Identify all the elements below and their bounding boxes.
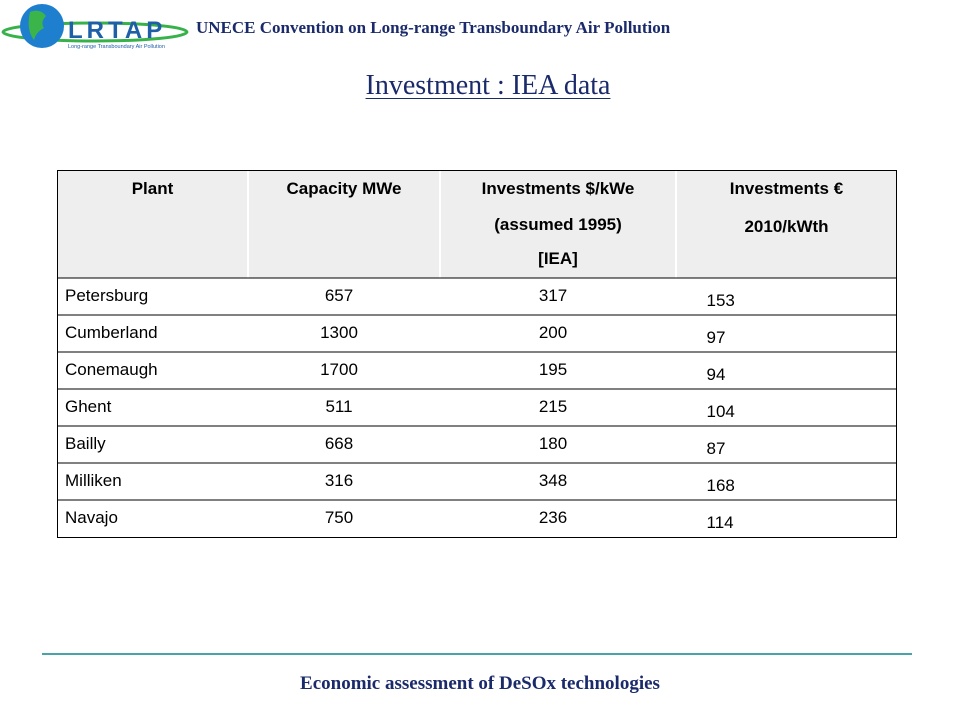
logo-text: LRTAP: [68, 17, 166, 44]
table-cell: 87: [707, 439, 726, 458]
column-header: Investments $/kWe: [482, 179, 635, 198]
table-cell: 657: [325, 286, 353, 305]
table-cell: 236: [539, 508, 567, 527]
table-cell: Ghent: [65, 397, 112, 416]
table-cell: 180: [539, 434, 567, 453]
table-cell: 114: [707, 513, 734, 532]
table-cell: Cumberland: [65, 323, 158, 342]
table-cell: 94: [707, 365, 726, 384]
logo: LRTAP Long-range Transboundary Air Pollu…: [1, 4, 189, 50]
table-cell: Milliken: [65, 471, 122, 490]
table-cell: Navajo: [65, 508, 118, 527]
logo-land: [28, 10, 46, 40]
table-cell: 195: [539, 360, 567, 379]
table-cell: 316: [325, 471, 353, 490]
column-header: [IEA]: [538, 249, 578, 268]
table-cell: Conemaugh: [65, 360, 158, 379]
data-table: Plant Capacity MWe Investments $/kWe (assum…: [57, 170, 897, 538]
table-cell: 97: [707, 328, 726, 347]
column-header: Investments €: [730, 179, 844, 198]
table-cell: 511: [325, 397, 352, 416]
table-cell: Bailly: [65, 434, 106, 453]
table-cell: 104: [707, 402, 735, 421]
header-title: UNECE Convention on Long-range Transboun…: [196, 18, 671, 37]
column-header: 2010/kWth: [744, 217, 828, 236]
column-header: Capacity MWe: [287, 179, 402, 198]
table-border: [57, 170, 897, 538]
logo-subtext: Long-range Transboundary Air Pollution: [68, 44, 165, 50]
table-cell: 750: [325, 508, 353, 527]
table-cell: Petersburg: [65, 286, 148, 305]
table-cell: 153: [707, 291, 735, 310]
slide-title: Investment : IEA data: [365, 70, 611, 101]
header-background: [57, 170, 897, 278]
footer: Economic assessment of DeSOx technologie…: [300, 673, 660, 694]
footer-rule: [42, 653, 912, 655]
logo-swoosh: [1, 21, 189, 43]
column-header: (assumed 1995): [494, 215, 622, 234]
table-cell: 317: [539, 286, 567, 305]
table-cell: 215: [539, 397, 567, 416]
table-cell: 348: [539, 471, 567, 490]
table-cell: 1300: [320, 323, 358, 342]
table-cell: 1700: [320, 360, 358, 379]
table-cell: 168: [707, 476, 735, 495]
table-cell: 200: [539, 323, 567, 342]
column-header: Plant: [132, 179, 174, 198]
table-cell: 668: [325, 434, 353, 453]
